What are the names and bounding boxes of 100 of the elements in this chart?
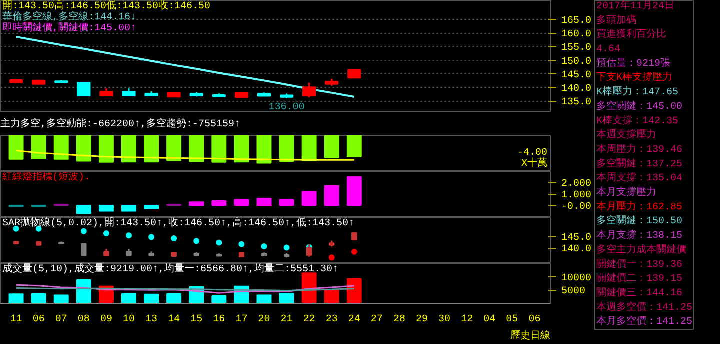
y-tick-label: 160.0 xyxy=(562,30,592,41)
text: 關鍵價二：139.15 xyxy=(596,272,683,286)
text: 本週支撐壓力 xyxy=(596,128,656,142)
x-tick-label: 23 xyxy=(326,314,338,326)
y-tick-label: 165.0 xyxy=(562,16,592,28)
candlestick xyxy=(77,82,91,97)
bar xyxy=(324,289,340,304)
text: 多空關鍵：137.25 xyxy=(596,157,683,170)
x-tick-label: 14 xyxy=(168,314,180,326)
annotation: 136.00 xyxy=(268,102,305,114)
y-tick-label: 2.000 xyxy=(562,179,592,190)
text: 多空關鍵：150.50 xyxy=(596,214,683,228)
text: 2017年11月24日 xyxy=(596,0,675,12)
point xyxy=(238,241,245,248)
x-tick-label: 22 xyxy=(303,314,316,326)
bar xyxy=(31,293,46,304)
point xyxy=(103,230,110,237)
bar xyxy=(234,199,250,206)
point xyxy=(351,248,358,255)
x-axis-title: 歷史日線 xyxy=(510,330,550,342)
annotation: 即時關鍵價,關鍵價:145.00↑ xyxy=(2,22,137,34)
bar xyxy=(121,205,136,212)
x-tick-label: 17 xyxy=(236,314,248,326)
point xyxy=(261,244,268,250)
bar xyxy=(144,205,160,210)
x-tick-label: 08 xyxy=(78,314,90,326)
x-tick-label: 13 xyxy=(146,314,158,326)
bar xyxy=(189,202,204,206)
x-tick-label: 05 xyxy=(506,314,518,326)
text: 本月多空價：141.25 xyxy=(596,315,693,328)
bar xyxy=(76,205,92,214)
x-tick-label: 15 xyxy=(190,314,203,326)
bar xyxy=(8,294,24,304)
y-tick-label: 145.0 xyxy=(562,232,592,244)
bar xyxy=(212,200,227,206)
x-tick-label: 06 xyxy=(528,314,541,326)
x-tick-label: 04 xyxy=(484,314,496,326)
bar xyxy=(346,278,362,304)
line-series xyxy=(15,36,356,98)
bar xyxy=(98,205,114,212)
y-tick-label: 145.0 xyxy=(562,70,592,82)
y-tick-label: 10000 xyxy=(562,273,592,284)
bar xyxy=(121,293,136,304)
chart-title: 紅綠燈指標(短波). xyxy=(2,170,91,184)
text: 多空主力成本關鍵價 xyxy=(596,243,686,256)
point xyxy=(216,240,222,246)
bar xyxy=(279,199,294,206)
point xyxy=(171,236,178,242)
point xyxy=(148,234,155,240)
point xyxy=(328,254,335,261)
text: 本周支撐：135.04 xyxy=(596,172,683,185)
y-tick-label: 150.0 xyxy=(562,56,592,68)
x-tick-label: 21 xyxy=(280,314,293,326)
x-tick-label: 16 xyxy=(213,314,226,326)
candlestick xyxy=(81,243,87,256)
bar xyxy=(302,272,317,304)
text: 多空關鍵：145.00 xyxy=(596,100,683,113)
line-series xyxy=(16,284,356,294)
x-tick-label: 27 xyxy=(370,314,383,326)
text: 本週多空價：141.25 xyxy=(596,300,693,314)
text: 買進獲利百分比 xyxy=(596,28,666,42)
y-tick-label: -0.00 xyxy=(562,202,592,214)
x-tick-label: 07 xyxy=(55,314,68,326)
bar xyxy=(212,296,227,304)
y-tick-label: 155.0 xyxy=(562,43,592,54)
bar xyxy=(279,293,294,304)
text: 關鍵價一：139.36 xyxy=(596,258,683,271)
x-tick-label: 12 xyxy=(461,314,474,326)
bar xyxy=(302,191,317,206)
text: 本周壓力：139.46 xyxy=(596,142,683,156)
y-tick-label: 5000 xyxy=(562,286,586,298)
x-tick-label: 28 xyxy=(393,314,406,326)
x-tick-label: 09 xyxy=(100,314,112,326)
x-tick-label: 20 xyxy=(258,314,270,326)
point xyxy=(126,232,132,239)
text: 多頭加碼 xyxy=(596,14,636,27)
point xyxy=(80,228,87,234)
chart-title: 主力多空,多空動能:-662200↑,多空趨勢:-755159↑ xyxy=(0,118,241,130)
text: K棒支撐：142.35 xyxy=(596,114,679,128)
text: 本月支撐：138.15 xyxy=(596,229,683,242)
text: K棒壓力：147.65 xyxy=(596,86,679,99)
bar xyxy=(256,294,272,304)
text: 關鍵價三：144.16 xyxy=(596,286,683,300)
y-tick-label: 140.0 xyxy=(562,244,592,256)
text: 預估量：9219張 xyxy=(596,58,671,70)
x-tick-label: 29 xyxy=(416,314,428,326)
bar xyxy=(166,293,182,304)
x-tick-label: 24 xyxy=(348,314,360,326)
point xyxy=(284,244,290,251)
x-tick-label: 06 xyxy=(32,314,45,326)
annotation: X十萬 xyxy=(522,156,548,170)
bar xyxy=(256,198,272,206)
text: 下支K棒支撐壓力 xyxy=(596,71,673,84)
x-tick-label: 11 xyxy=(10,314,22,326)
text: 4.64 xyxy=(596,44,621,56)
bar xyxy=(54,294,69,304)
annotation: 華倫多空線,多空線:144.16↓ xyxy=(2,10,137,24)
point xyxy=(194,238,200,244)
y-tick-label: 1.000 xyxy=(562,190,592,202)
bar xyxy=(324,185,340,206)
